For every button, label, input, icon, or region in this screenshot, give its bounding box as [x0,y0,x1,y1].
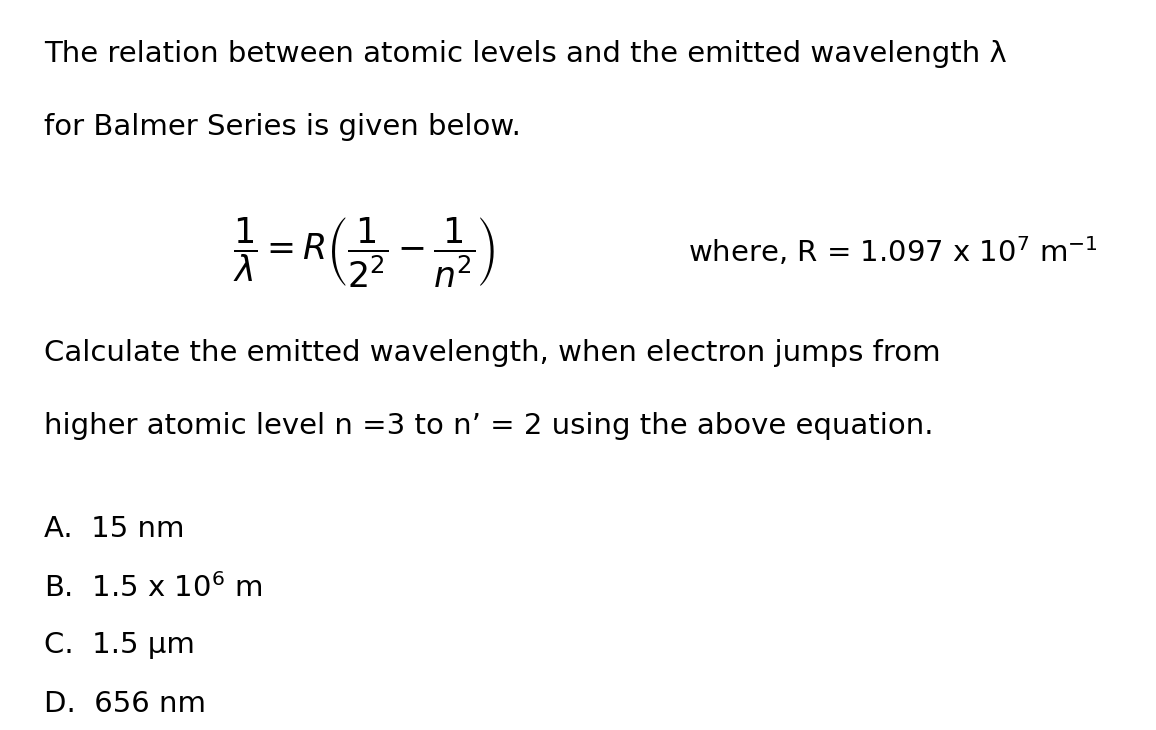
Text: higher atomic level n =3 to n’ = 2 using the above equation.: higher atomic level n =3 to n’ = 2 using… [44,412,933,440]
Text: D.  656 nm: D. 656 nm [44,690,206,718]
Text: A.  15 nm: A. 15 nm [44,515,185,542]
Text: C.  1.5 μm: C. 1.5 μm [44,631,195,659]
Text: $\dfrac{1}{\lambda} = R\left(\dfrac{1}{2^2} - \dfrac{1}{n^2}\right)$: $\dfrac{1}{\lambda} = R\left(\dfrac{1}{2… [232,215,496,289]
Text: Calculate the emitted wavelength, when electron jumps from: Calculate the emitted wavelength, when e… [44,339,941,367]
Text: The relation between atomic levels and the emitted wavelength λ: The relation between atomic levels and t… [44,40,1007,68]
Text: for Balmer Series is given below.: for Balmer Series is given below. [44,113,521,141]
Text: where, R = 1.097 x 10$^{7}$ m$^{-1}$: where, R = 1.097 x 10$^{7}$ m$^{-1}$ [688,235,1098,269]
Text: B.  1.5 x 10$^{6}$ m: B. 1.5 x 10$^{6}$ m [44,573,262,603]
